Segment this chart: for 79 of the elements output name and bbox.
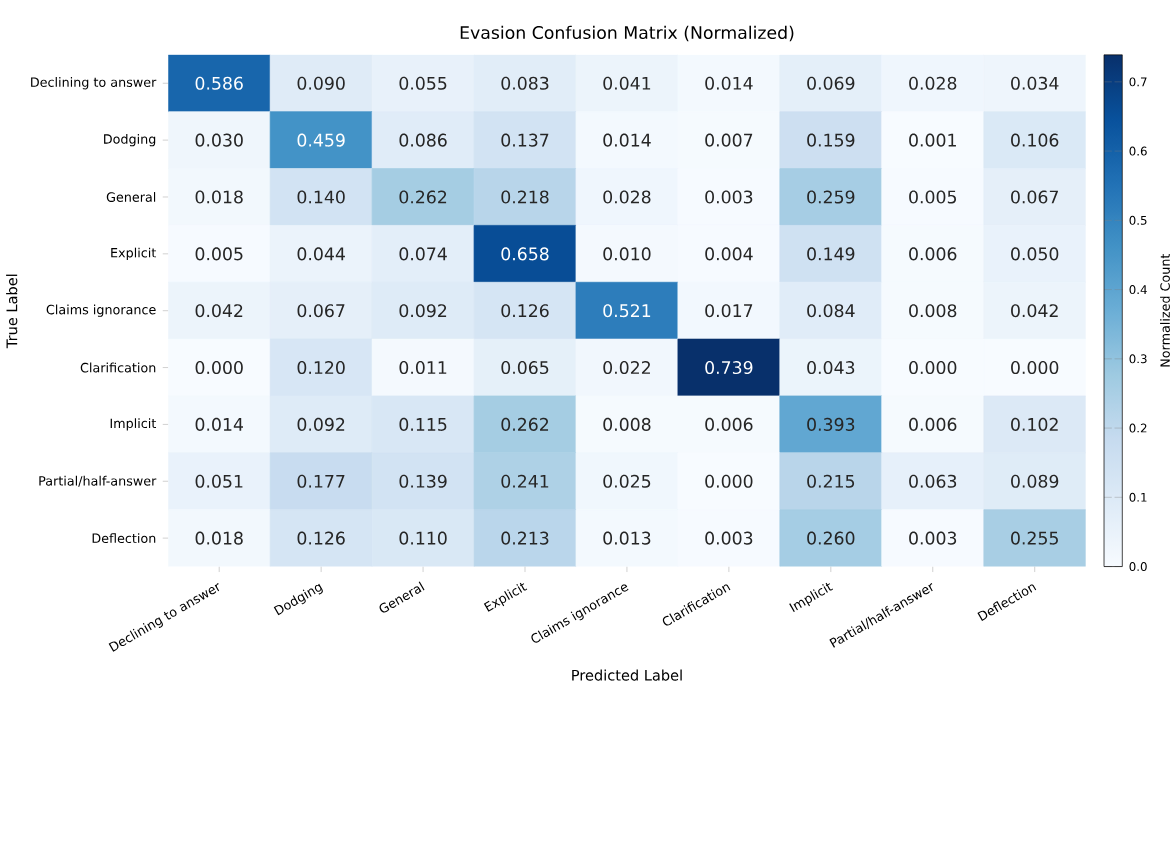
- data-label: 0.051: [195, 474, 243, 488]
- data-label: 0.042: [1011, 303, 1058, 318]
- data-label: 0.459: [297, 133, 345, 147]
- chart-title: Evasion Confusion Matrix (Normalized): [460, 25, 794, 41]
- data-label: 0.001: [909, 133, 956, 147]
- data-label: 0.140: [297, 190, 345, 204]
- data-label: 0.213: [501, 531, 549, 545]
- data-label: 0.110: [399, 531, 447, 545]
- data-label: 0.006: [705, 417, 753, 431]
- data-label: 0.149: [807, 247, 855, 261]
- data-label: 0.042: [195, 303, 243, 318]
- data-label: 0.018: [195, 190, 243, 204]
- data-label: 0.102: [1011, 417, 1058, 431]
- data-label: 0.000: [909, 360, 957, 374]
- data-label: 0.521: [603, 303, 651, 318]
- data-label: 0.120: [297, 360, 345, 374]
- data-label: 0.074: [399, 247, 447, 261]
- data-label: 0.014: [705, 76, 753, 90]
- data-label: 0.126: [297, 531, 345, 545]
- data-label: 0.017: [705, 303, 753, 318]
- data-label: 0.139: [399, 474, 447, 488]
- data-label: 0.215: [807, 474, 855, 488]
- data-label: 0.137: [501, 133, 549, 147]
- data-label: 0.000: [1011, 360, 1059, 374]
- data-label: 0.050: [1011, 247, 1059, 261]
- data-label: 0.218: [501, 190, 549, 204]
- data-label: 0.262: [501, 417, 549, 431]
- data-label: 0.090: [297, 76, 345, 90]
- data-label: 0.006: [909, 417, 957, 431]
- data-label: 0.126: [501, 303, 549, 318]
- data-label: 0.014: [603, 133, 651, 147]
- data-label: 0.159: [807, 133, 855, 147]
- data-label: 0.018: [195, 531, 243, 545]
- data-label: 0.086: [399, 133, 447, 147]
- data-label: 0.008: [909, 303, 957, 318]
- data-label: 0.008: [603, 417, 651, 431]
- data-label: 0.034: [1011, 76, 1059, 90]
- data-label: 0.259: [807, 190, 855, 204]
- data-label: 0.028: [603, 190, 651, 204]
- data-label: 0.177: [297, 474, 345, 488]
- data-label: 0.241: [501, 474, 549, 488]
- data-label: 0.041: [603, 76, 651, 90]
- data-label: 0.014: [195, 417, 243, 431]
- data-label: 0.003: [909, 531, 957, 545]
- data-label: 0.004: [705, 247, 753, 261]
- data-label: 0.007: [705, 133, 753, 147]
- data-label: 0.011: [399, 360, 447, 374]
- data-label: 0.003: [705, 190, 753, 204]
- data-label: 0.067: [297, 303, 345, 318]
- data-label: 0.028: [909, 76, 957, 90]
- data-label: 0.262: [399, 190, 447, 204]
- data-label: 0.000: [705, 474, 753, 488]
- data-label: 0.043: [807, 360, 855, 374]
- data-label: 0.000: [195, 360, 243, 374]
- data-label: 0.092: [399, 303, 447, 318]
- data-label: 0.084: [807, 303, 855, 318]
- data-label: 0.260: [807, 531, 855, 545]
- data-label: 0.658: [501, 247, 549, 261]
- data-label: 0.739: [705, 360, 753, 374]
- data-label: 0.063: [909, 474, 957, 488]
- data-label: 0.393: [807, 417, 855, 431]
- data-label: 0.006: [909, 247, 957, 261]
- data-label: 0.010: [603, 247, 651, 261]
- data-label: 0.005: [195, 247, 243, 261]
- data-label: 0.025: [603, 474, 651, 488]
- data-label: 0.069: [807, 76, 855, 90]
- data-label: 0.022: [603, 360, 650, 374]
- data-label: 0.013: [603, 531, 651, 545]
- data-label: 0.067: [1011, 190, 1058, 204]
- data-label: 0.255: [1011, 531, 1058, 545]
- data-label: 0.092: [297, 417, 345, 431]
- data-label: 0.065: [501, 360, 549, 374]
- data-label: 0.115: [399, 417, 447, 431]
- data-label: 0.055: [399, 76, 447, 90]
- data-label: 0.106: [1011, 133, 1059, 147]
- data-label: 0.005: [909, 190, 957, 204]
- data-label: 0.003: [705, 531, 753, 545]
- data-label: 0.044: [297, 247, 345, 261]
- data-label: 0.083: [501, 76, 549, 90]
